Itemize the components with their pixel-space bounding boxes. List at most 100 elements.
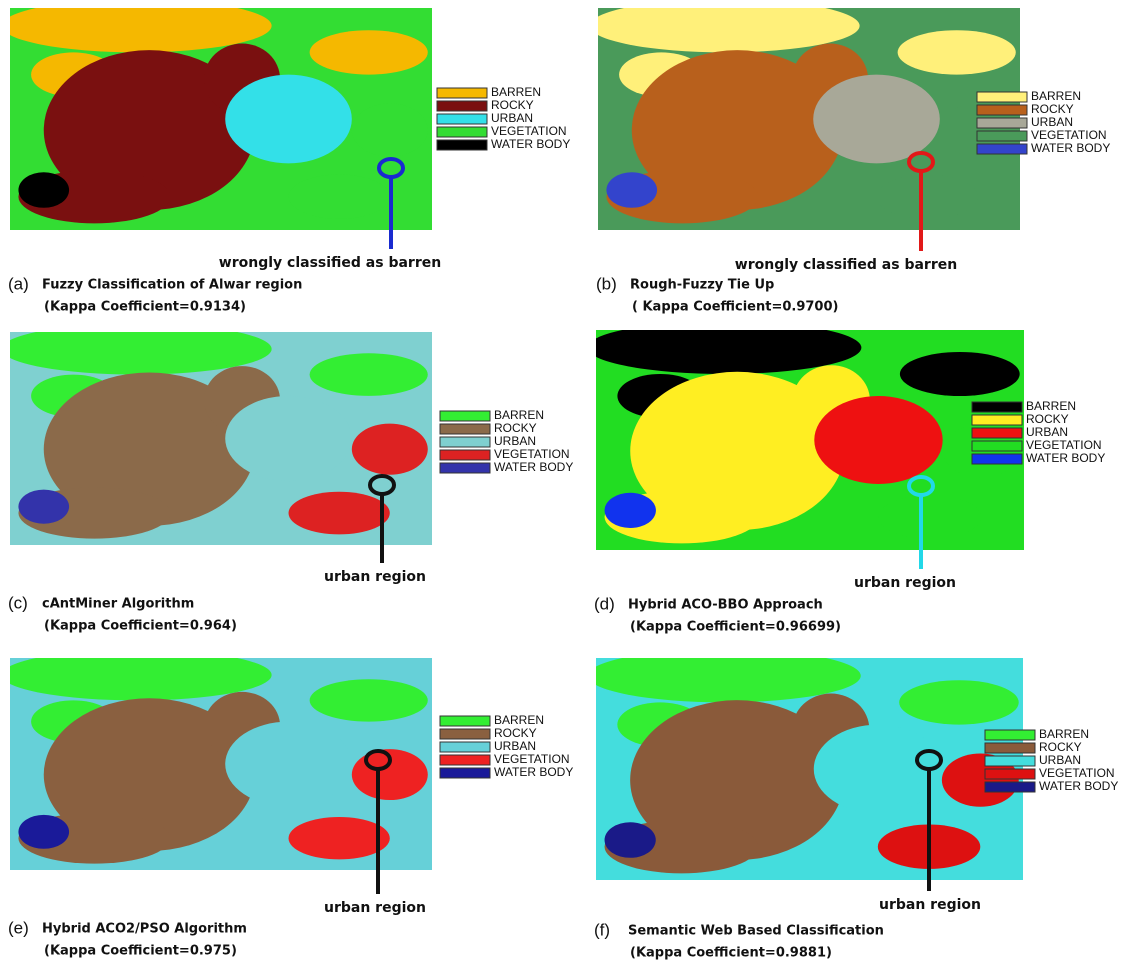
map-region [225, 75, 352, 164]
legend-label: URBAN [1026, 425, 1068, 439]
map-region [352, 103, 428, 156]
panel-kappa: (Kappa Coefficient=0.9881) [630, 946, 832, 961]
legend-swatch [437, 127, 487, 137]
legend-swatch [977, 131, 1027, 141]
legend-label: VEGETATION [1039, 766, 1115, 780]
legend-swatch [440, 424, 490, 434]
legend-swatch [985, 782, 1035, 792]
panel-letter: (c) [8, 593, 28, 612]
legend-label: VEGETATION [494, 447, 570, 461]
legend-swatch [440, 729, 490, 739]
legend-swatch [440, 742, 490, 752]
map-region [2, 323, 272, 374]
legend-label: BARREN [491, 85, 541, 99]
legend-label: VEGETATION [494, 752, 570, 766]
annotation: wrongly classified as barren [219, 255, 441, 271]
map-region [587, 649, 860, 702]
panel-letter: (b) [596, 274, 617, 293]
legend-label: WATER BODY [494, 460, 573, 474]
legend-label: URBAN [494, 434, 536, 448]
legend-swatch [985, 743, 1035, 753]
map-region [289, 175, 390, 219]
legend-label: BARREN [494, 713, 544, 727]
map-region [587, 321, 861, 374]
panel-title: cAntMiner Algorithm [42, 597, 194, 612]
panel-letter: (f) [594, 920, 610, 939]
legend-swatch [437, 88, 487, 98]
legend-label: VEGETATION [1026, 438, 1102, 452]
panel-title: Fuzzy Classification of Alwar region [42, 278, 302, 293]
legend-label: URBAN [1031, 115, 1073, 129]
legend-swatch [977, 105, 1027, 115]
legend-label: ROCKY [1026, 412, 1069, 426]
legend-swatch [440, 450, 490, 460]
legend-label: ROCKY [494, 421, 537, 435]
legend-label: BARREN [1031, 89, 1081, 103]
legend-label: WATER BODY [1039, 779, 1118, 793]
map-region [605, 822, 656, 858]
legend-swatch [972, 402, 1022, 412]
annotation: urban region [854, 575, 956, 591]
map-region [225, 722, 352, 807]
legend-swatch [440, 411, 490, 421]
map-region [2, 650, 272, 701]
legend-swatch [440, 755, 490, 765]
map-region [898, 30, 1016, 74]
legend-swatch [985, 756, 1035, 766]
panel-kappa: (Kappa Coefficient=0.975) [44, 944, 237, 959]
figure: BARRENROCKYURBANVEGETATIONWATER BODYwron… [0, 0, 1143, 962]
legend-swatch [437, 114, 487, 124]
legend-label: WATER BODY [1026, 451, 1105, 465]
legend-label: BARREN [1026, 399, 1076, 413]
map-region [310, 679, 428, 721]
map-region [310, 30, 428, 74]
legend-swatch [437, 140, 487, 150]
legend-swatch [972, 415, 1022, 425]
legend-swatch [985, 769, 1035, 779]
legend-label: URBAN [494, 739, 536, 753]
map-region [814, 396, 942, 484]
legend-swatch [972, 441, 1022, 451]
panel-kappa: ( Kappa Coefficient=0.9700) [632, 300, 838, 315]
map-region [590, 0, 860, 52]
map-region [18, 815, 69, 849]
legend-label: URBAN [491, 111, 533, 125]
legend-label: WATER BODY [1031, 141, 1110, 155]
map-region [606, 172, 657, 208]
map-region [310, 353, 428, 396]
map-region [352, 424, 428, 475]
panel-kappa: (Kappa Coefficient=0.96699) [630, 620, 841, 635]
panel-letter: (e) [8, 918, 29, 937]
annotation: wrongly classified as barren [735, 257, 957, 273]
legend-label: VEGETATION [491, 124, 567, 138]
map-region [605, 493, 656, 528]
map-region [813, 75, 940, 164]
legend-swatch [972, 454, 1022, 464]
legend-label: WATER BODY [491, 137, 570, 151]
legend-label: ROCKY [1031, 102, 1074, 116]
map-region [18, 172, 69, 208]
legend-swatch [440, 716, 490, 726]
legend-swatch [972, 428, 1022, 438]
legend-swatch [977, 118, 1027, 128]
legend-swatch [440, 463, 490, 473]
legend-label: BARREN [494, 408, 544, 422]
map-region [877, 175, 978, 219]
panel-kappa: (Kappa Coefficient=0.964) [44, 619, 237, 634]
legend-label: ROCKY [1039, 740, 1082, 754]
panel-title: Semantic Web Based Classification [628, 924, 884, 939]
map-region [899, 680, 1019, 724]
map-region [289, 817, 390, 859]
legend-swatch [977, 92, 1027, 102]
legend-label: VEGETATION [1031, 128, 1107, 142]
panel-title: Rough-Fuzzy Tie Up [630, 278, 774, 293]
panel-title: Hybrid ACO-BBO Approach [628, 598, 823, 613]
map-region [225, 396, 352, 481]
legend-swatch [977, 144, 1027, 154]
legend-label: WATER BODY [494, 765, 573, 779]
map-region [2, 0, 272, 52]
legend-swatch [440, 768, 490, 778]
map-region [18, 490, 69, 524]
panel-letter: (d) [594, 594, 615, 613]
annotation: urban region [879, 897, 981, 913]
